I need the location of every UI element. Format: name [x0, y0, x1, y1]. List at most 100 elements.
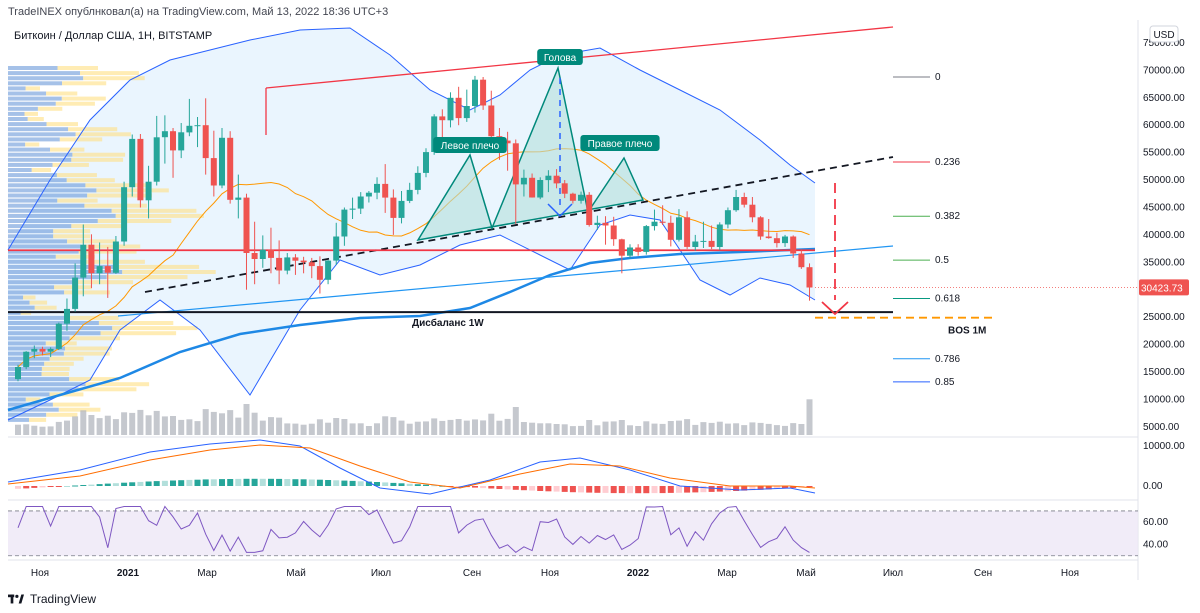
volume-profile-row-sell — [76, 280, 134, 285]
volume-bar — [553, 424, 560, 435]
volume-bar — [104, 415, 111, 435]
volume-bar — [431, 418, 438, 435]
volume-profile-row — [8, 96, 62, 101]
volume-bar — [561, 424, 568, 435]
volume-profile-row-sell — [111, 208, 197, 213]
volume-bar — [488, 413, 495, 435]
volume-bar — [357, 423, 364, 435]
price-tick-label: 75000.00 — [1143, 38, 1185, 49]
volume-profile-row — [8, 224, 72, 229]
volume-profile-row-sell — [55, 254, 95, 259]
macd-histogram-bar — [512, 486, 519, 490]
macd-histogram-bar — [398, 483, 405, 486]
time-tick-label: Май — [796, 568, 816, 579]
candle-body — [88, 244, 95, 274]
macd-histogram-bar — [553, 486, 560, 492]
volume-profile-row-sell — [41, 366, 70, 371]
candle-body — [561, 183, 568, 194]
macd-histogram-bar — [578, 486, 584, 493]
candle-body — [357, 196, 364, 209]
volume-profile-row — [8, 76, 84, 81]
macd-histogram-bar — [594, 486, 601, 493]
volume-profile-row — [8, 101, 56, 106]
candle-body — [153, 137, 160, 182]
macd-histogram-bar — [104, 483, 111, 486]
volume-profile-row-sell — [25, 397, 41, 402]
volume-bar — [145, 415, 152, 435]
candle-body — [259, 249, 266, 259]
macd-histogram-bar — [341, 480, 348, 486]
macd-histogram-bar — [627, 486, 633, 494]
macd-histogram-bar — [676, 486, 682, 493]
volume-profile-row-sell — [85, 382, 150, 387]
macd-histogram-bar — [316, 479, 323, 486]
candle-body — [553, 175, 560, 184]
volume-profile-row — [8, 315, 69, 320]
rsi-tick-label: 60.00 — [1143, 517, 1168, 528]
head-label: Голова — [544, 53, 577, 64]
volume-profile-row-sell — [71, 157, 124, 162]
macd-histogram-bar — [243, 478, 250, 486]
macd-histogram-bar — [496, 486, 503, 489]
tradingview-footer[interactable]: TradingView — [8, 592, 96, 606]
volume-bar — [480, 420, 487, 435]
volume-bar — [178, 419, 185, 435]
volume-profile-row — [8, 417, 29, 422]
volume-bar — [219, 413, 225, 435]
bollinger-band-fill — [8, 28, 815, 420]
volume-bar — [708, 422, 715, 435]
volume-bar — [235, 417, 242, 435]
volume-bar — [545, 423, 552, 435]
candle-body — [406, 189, 413, 201]
macd-histogram-bar — [39, 486, 46, 488]
time-tick-label: Сен — [974, 568, 992, 579]
candle-body — [104, 266, 111, 273]
candle-body — [692, 241, 699, 247]
candle-body — [55, 323, 62, 349]
candle-body — [64, 308, 70, 324]
macd-histogram-bar — [635, 486, 642, 494]
macd-histogram-bar — [268, 478, 274, 486]
volume-profile-row — [8, 198, 58, 203]
fib-level-label: 0.5 — [935, 255, 949, 266]
volume-profile-row — [8, 178, 67, 183]
candle-body — [618, 239, 625, 256]
macd-histogram-bar — [700, 486, 707, 493]
volume-bar — [276, 417, 283, 435]
volume-profile-row — [8, 249, 79, 254]
macd-histogram-bar — [357, 481, 364, 486]
candle-body — [798, 253, 805, 268]
drawings-layer[interactable] — [8, 26, 993, 383]
macd-histogram-bar — [80, 485, 87, 486]
macd-histogram-bar — [219, 479, 225, 486]
volume-bar — [251, 412, 258, 435]
price-tick-label: 15000.00 — [1143, 367, 1185, 378]
time-tick-label: 2021 — [117, 568, 140, 579]
volume-profile-row — [8, 219, 98, 223]
macd-histogram-bar — [186, 479, 193, 486]
time-tick-label: Сен — [463, 568, 481, 579]
volume-profile-row-sell — [69, 377, 120, 382]
candle-body — [659, 221, 666, 223]
volume-profile-row — [8, 234, 54, 239]
volume-bar — [749, 422, 756, 435]
macd-histogram-bar — [194, 479, 201, 486]
volume-bar — [259, 420, 266, 435]
volume-profile-row — [8, 336, 70, 341]
measure-arrow-icon — [547, 203, 573, 218]
macd-histogram-bar — [684, 486, 691, 493]
volume-profile-row — [8, 300, 30, 305]
volume-profile-row — [8, 305, 35, 310]
macd-histogram-bar — [643, 486, 650, 494]
volume-bar — [692, 424, 699, 435]
macd-histogram-bar — [480, 486, 487, 489]
macd-tick-label: 10000.00 — [1143, 441, 1185, 452]
macd-histogram-bar — [292, 479, 299, 486]
bos-label: BOS 1M — [948, 326, 986, 337]
volume-bar — [153, 410, 160, 435]
candles — [15, 75, 813, 382]
candle-body — [325, 260, 332, 280]
volume-bar — [398, 420, 405, 435]
time-tick-label: Мар — [197, 568, 217, 579]
